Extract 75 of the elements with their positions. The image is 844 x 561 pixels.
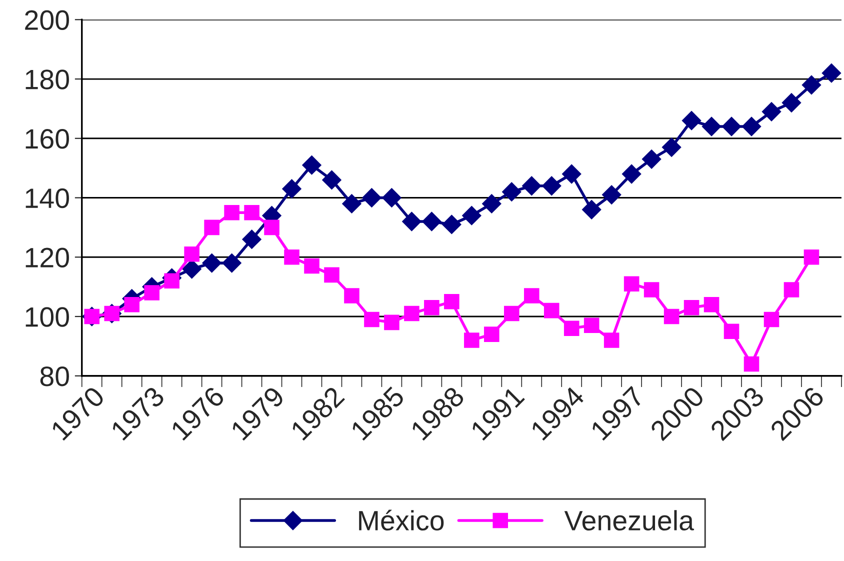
point bbox=[482, 194, 502, 214]
point bbox=[582, 200, 602, 220]
point bbox=[564, 320, 580, 336]
point bbox=[642, 150, 662, 169]
point bbox=[502, 182, 522, 202]
point bbox=[562, 164, 582, 184]
point bbox=[664, 308, 680, 324]
point bbox=[384, 314, 400, 330]
y-tick-label: 100 bbox=[26, 307, 69, 327]
point bbox=[422, 212, 442, 232]
point bbox=[364, 312, 380, 328]
point bbox=[244, 204, 260, 220]
y-tick-label: 180 bbox=[26, 70, 69, 90]
point bbox=[644, 282, 660, 298]
point bbox=[442, 214, 462, 234]
y-tick-label: 120 bbox=[26, 248, 69, 268]
point bbox=[764, 312, 780, 328]
point bbox=[242, 230, 262, 249]
point bbox=[222, 254, 242, 273]
point bbox=[722, 116, 742, 136]
point bbox=[304, 258, 320, 274]
point bbox=[484, 326, 500, 342]
point bbox=[322, 170, 342, 190]
point bbox=[802, 75, 822, 94]
point bbox=[302, 156, 322, 175]
point bbox=[344, 288, 360, 304]
point bbox=[264, 220, 280, 236]
point bbox=[522, 176, 542, 196]
point bbox=[144, 285, 160, 300]
point bbox=[362, 188, 382, 208]
legend-label: México bbox=[359, 510, 444, 531]
y-tick-label: 160 bbox=[26, 129, 69, 149]
point bbox=[662, 138, 682, 157]
point bbox=[542, 176, 562, 196]
point bbox=[682, 111, 702, 130]
point bbox=[822, 64, 842, 83]
point bbox=[762, 102, 782, 122]
point bbox=[402, 212, 422, 232]
point bbox=[524, 288, 540, 304]
point bbox=[342, 194, 362, 214]
point bbox=[282, 179, 302, 198]
point bbox=[584, 318, 600, 334]
point bbox=[324, 267, 340, 283]
point bbox=[504, 306, 520, 322]
point bbox=[424, 300, 440, 316]
point bbox=[404, 306, 420, 322]
point bbox=[624, 276, 640, 292]
point bbox=[124, 296, 140, 312]
y-tick-label: 140 bbox=[26, 188, 69, 208]
point bbox=[782, 93, 802, 112]
point bbox=[204, 220, 220, 236]
point bbox=[784, 282, 800, 298]
point bbox=[184, 246, 200, 262]
point bbox=[744, 356, 760, 372]
point bbox=[464, 332, 480, 348]
point bbox=[804, 249, 820, 265]
point bbox=[462, 206, 482, 226]
point bbox=[684, 300, 700, 316]
point bbox=[444, 294, 460, 310]
point bbox=[202, 254, 222, 273]
point bbox=[704, 296, 720, 312]
point bbox=[164, 273, 180, 289]
point bbox=[742, 116, 762, 136]
point bbox=[702, 116, 722, 136]
point bbox=[224, 204, 240, 220]
point bbox=[724, 324, 740, 339]
y-tick-label: 200 bbox=[25, 10, 69, 30]
point bbox=[544, 302, 560, 318]
point bbox=[284, 249, 300, 265]
y-tick-label: 80 bbox=[40, 366, 69, 386]
point bbox=[382, 188, 402, 208]
legend-label: Venezuela bbox=[564, 510, 694, 531]
point bbox=[604, 332, 620, 348]
point bbox=[602, 185, 622, 204]
point bbox=[622, 164, 642, 184]
